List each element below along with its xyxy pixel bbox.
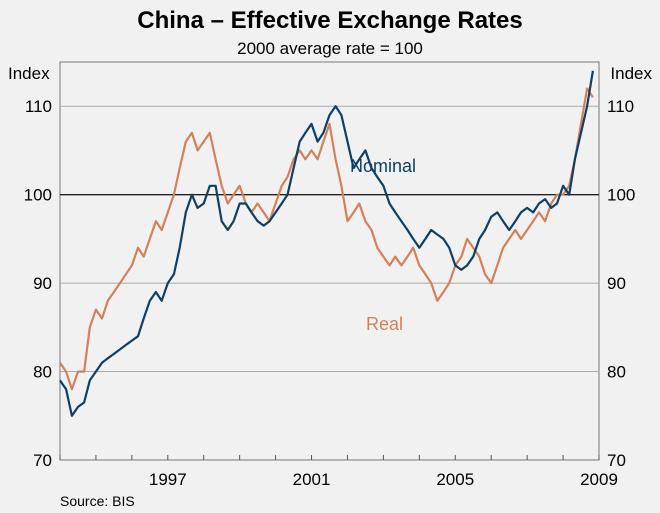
series-line-real	[59, 87, 594, 391]
y-ticks-right: 70 80 90 100 110	[607, 97, 635, 470]
y-tick-right-80: 80	[607, 363, 626, 382]
chart-subtitle: 2000 average rate = 100	[237, 39, 423, 58]
y-ticks-left: 70 80 90 100 110	[24, 97, 52, 470]
y-tick-left-80: 80	[33, 363, 52, 382]
plot-area	[59, 61, 600, 461]
y-tick-left-70: 70	[33, 451, 52, 470]
source-note: Source: BIS	[60, 493, 135, 509]
series-lines	[59, 70, 594, 417]
y-tick-right-70: 70	[607, 451, 626, 470]
y-tick-right-110: 110	[607, 97, 634, 116]
y-tick-left-90: 90	[33, 274, 52, 293]
x-ticks: 1997 2001 2005 2009	[59, 455, 618, 489]
y-tick-right-100: 100	[607, 186, 635, 205]
gridlines	[60, 105, 599, 373]
y-tick-left-110: 110	[25, 97, 52, 116]
y-axis-left-label: Index	[8, 64, 50, 83]
x-tick-label-2001: 2001	[293, 470, 331, 489]
x-tick-label-1997: 1997	[149, 470, 187, 489]
series-label-real: Real	[366, 314, 403, 334]
x-tick-label-2005: 2005	[436, 470, 474, 489]
x-tick-label-2009: 2009	[580, 470, 618, 489]
chart-title: China – Effective Exchange Rates	[137, 7, 522, 34]
y-tick-right-90: 90	[607, 274, 626, 293]
y-tick-left-100: 100	[24, 186, 52, 205]
series-label-nominal: Nominal	[350, 156, 416, 176]
y-axis-right-label: Index	[610, 64, 652, 83]
series-line-nominal	[59, 70, 594, 417]
